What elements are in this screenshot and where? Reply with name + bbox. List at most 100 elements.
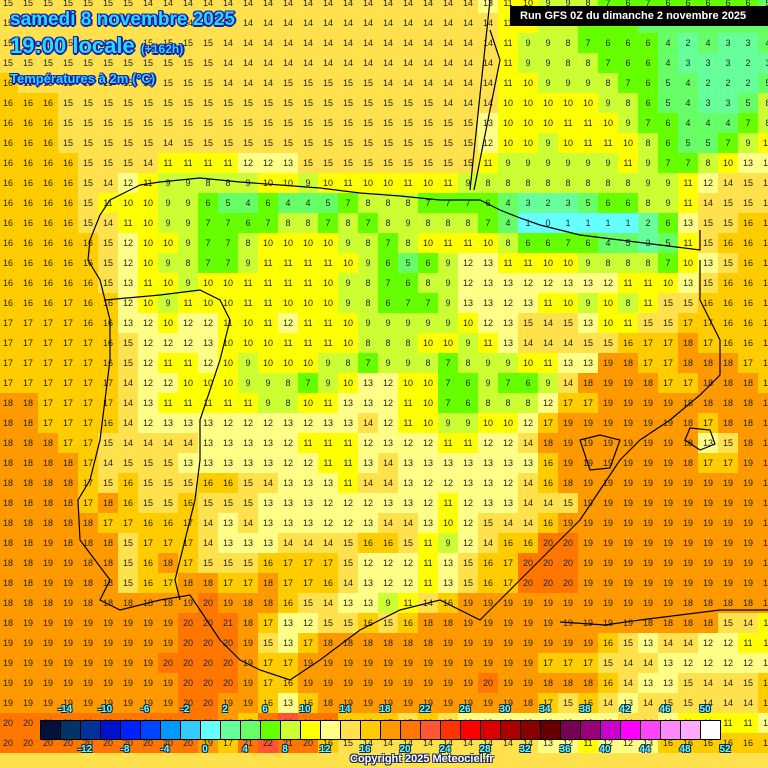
legend-label-bottom: 48 bbox=[679, 744, 691, 755]
grid-cell bbox=[538, 113, 558, 133]
grid-cell bbox=[0, 53, 18, 73]
grid-cell bbox=[218, 93, 238, 113]
parameter-label: Températures à 2m (°C) bbox=[10, 71, 156, 86]
grid-cell bbox=[718, 233, 738, 253]
grid-cell bbox=[198, 73, 218, 93]
grid-cell bbox=[218, 153, 238, 173]
grid-cell bbox=[358, 93, 378, 113]
grid-cell bbox=[58, 213, 78, 233]
grid-cell bbox=[478, 73, 498, 93]
grid-cell bbox=[578, 253, 598, 273]
grid-cell bbox=[178, 93, 198, 113]
grid-cell bbox=[718, 33, 738, 53]
grid-cell bbox=[0, 93, 18, 113]
grid-cell bbox=[0, 213, 18, 233]
legend-swatch bbox=[561, 721, 581, 739]
grid-cell bbox=[458, 213, 478, 233]
grid-cell bbox=[498, 73, 518, 93]
color-legend bbox=[40, 720, 721, 740]
grid-cell bbox=[118, 0, 138, 13]
grid-cell bbox=[138, 373, 158, 393]
grid-cell bbox=[638, 213, 658, 233]
grid-cell bbox=[718, 93, 738, 113]
grid-cell bbox=[18, 93, 38, 113]
grid-cell bbox=[478, 373, 498, 393]
legend-swatch bbox=[661, 721, 681, 739]
grid-cell bbox=[58, 153, 78, 173]
grid-cell bbox=[38, 133, 58, 153]
grid-cell bbox=[558, 113, 578, 133]
grid-cell bbox=[118, 313, 138, 333]
grid-cell bbox=[178, 333, 198, 353]
grid-cell bbox=[538, 93, 558, 113]
grid-cell bbox=[318, 193, 338, 213]
grid-cell bbox=[558, 293, 578, 313]
grid-cell bbox=[458, 113, 478, 133]
legend-label-top: 2 bbox=[222, 704, 228, 715]
grid-cell bbox=[78, 13, 98, 33]
grid-cell bbox=[638, 333, 658, 353]
grid-cell bbox=[558, 333, 578, 353]
grid-cell bbox=[138, 13, 158, 33]
grid-cell bbox=[338, 13, 358, 33]
grid-cell bbox=[238, 253, 258, 273]
grid-cell bbox=[698, 113, 718, 133]
grid-cell bbox=[638, 253, 658, 273]
grid-cell bbox=[78, 153, 98, 173]
grid-cell bbox=[138, 93, 158, 113]
grid-cell bbox=[738, 313, 758, 333]
grid-cell bbox=[338, 373, 358, 393]
grid-cell bbox=[198, 13, 218, 33]
grid-cell bbox=[578, 153, 598, 173]
legend-swatch bbox=[101, 721, 121, 739]
grid-cell bbox=[718, 213, 738, 233]
grid-cell bbox=[558, 93, 578, 113]
grid-cell bbox=[358, 33, 378, 53]
grid-cell bbox=[658, 273, 678, 293]
grid-cell bbox=[298, 333, 318, 353]
grid-cell bbox=[138, 153, 158, 173]
grid-cell bbox=[738, 93, 758, 113]
grid-cell bbox=[718, 353, 738, 373]
grid-cell bbox=[0, 13, 18, 33]
grid-cell bbox=[598, 93, 618, 113]
grid-cell bbox=[258, 333, 278, 353]
grid-cell bbox=[118, 353, 138, 373]
grid-cell bbox=[758, 33, 768, 53]
legend-swatch bbox=[641, 721, 661, 739]
grid-cell bbox=[218, 353, 238, 373]
grid-cell bbox=[18, 353, 38, 373]
legend-swatch bbox=[381, 721, 401, 739]
grid-cell bbox=[178, 33, 198, 53]
grid-cell bbox=[738, 273, 758, 293]
grid-cell bbox=[758, 73, 768, 93]
grid-cell bbox=[178, 0, 198, 13]
grid-cell bbox=[258, 293, 278, 313]
legend-label-top: 10 bbox=[299, 704, 311, 715]
grid-cell bbox=[658, 133, 678, 153]
grid-cell bbox=[758, 193, 768, 213]
grid-cell bbox=[178, 73, 198, 93]
grid-cell bbox=[398, 213, 418, 233]
grid-cell bbox=[438, 133, 458, 153]
grid-cell bbox=[178, 253, 198, 273]
grid-cell bbox=[478, 253, 498, 273]
grid-cell bbox=[258, 133, 278, 153]
grid-cell bbox=[518, 253, 538, 273]
grid-cell bbox=[298, 153, 318, 173]
grid-cell bbox=[98, 93, 118, 113]
grid-cell bbox=[58, 253, 78, 273]
grid-cell bbox=[738, 153, 758, 173]
grid-cell bbox=[198, 93, 218, 113]
grid-cell bbox=[598, 273, 618, 293]
grid-cell bbox=[358, 53, 378, 73]
grid-cell bbox=[38, 93, 58, 113]
grid-cell bbox=[118, 53, 138, 73]
grid-cell bbox=[238, 373, 258, 393]
grid-cell bbox=[238, 133, 258, 153]
grid-cell bbox=[538, 353, 558, 373]
grid-cell bbox=[78, 353, 98, 373]
grid-cell bbox=[738, 113, 758, 133]
grid-cell bbox=[738, 133, 758, 153]
